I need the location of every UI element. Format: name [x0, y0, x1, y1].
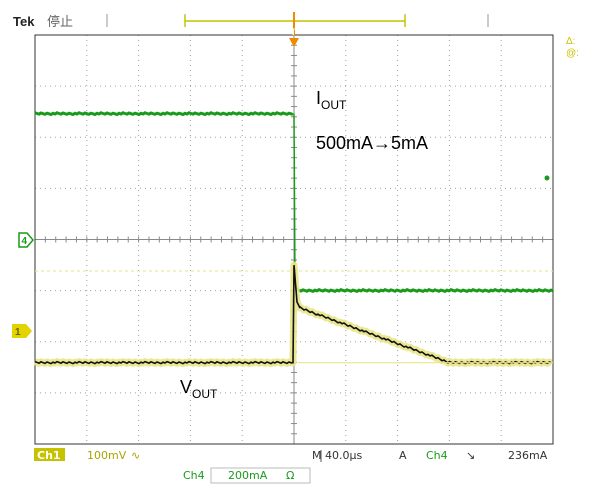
ch4-scale: 200mA — [228, 469, 268, 482]
ch4-trace-after-step — [293, 285, 554, 294]
trigger-readout[interactable]: A Ch4 ↘ 236mA — [399, 449, 548, 462]
at-readout-icon: @: — [566, 48, 579, 59]
vout-annotation: VOUT — [180, 377, 218, 401]
ch1-trace — [34, 265, 552, 365]
acquisition-status-label: 停止 — [47, 14, 73, 29]
tek-brand-label: Tek — [13, 14, 35, 29]
ch1-scale: 100mV — [87, 449, 127, 462]
ch1-settings-readout[interactable]: Ch1 100mV ∿ — [34, 448, 140, 462]
ch4-marker-label: 4 — [22, 236, 28, 247]
ch1-coupling-icon: ∿ — [131, 449, 140, 462]
ch1-marker-label: 1 — [15, 327, 21, 338]
iout-annotation: IOUT — [316, 88, 347, 112]
ch4-coupling-icon: Ω — [286, 469, 294, 482]
step-annotation: 500mA→5mA — [316, 133, 428, 153]
ch4-settings-readout[interactable]: Ch4 200mA Ω — [183, 467, 311, 484]
ch4-trace-before-step — [34, 111, 294, 117]
ch1-label: Ch1 — [37, 449, 61, 462]
trigger-slope-icon: ↘ — [466, 449, 475, 462]
trigger-position-marker[interactable]: T — [289, 12, 299, 47]
delta-readout-icon: Δ: — [566, 36, 575, 47]
trigger-level: 236mA — [508, 449, 548, 462]
trigger-source: Ch4 — [426, 449, 448, 462]
waveform-traces — [33, 111, 554, 368]
iout-main: I — [316, 88, 321, 108]
ch4-ground-marker[interactable]: 4 — [18, 232, 34, 248]
vout-subscript: OUT — [192, 387, 218, 401]
trigger-mode: A — [399, 449, 407, 462]
timebase-readout[interactable]: M 40.0µs — [312, 449, 362, 462]
ch4-trace-edge — [293, 113, 296, 287]
ch1-ground-marker[interactable]: 1 — [12, 324, 32, 338]
vout-main: V — [180, 377, 192, 397]
trigger-marker-label: T — [291, 27, 297, 37]
iout-subscript: OUT — [321, 98, 347, 112]
timebase-value: M 40.0µs — [312, 449, 362, 462]
ch4-level-dot — [544, 175, 550, 181]
ch4-label: Ch4 — [183, 469, 205, 482]
